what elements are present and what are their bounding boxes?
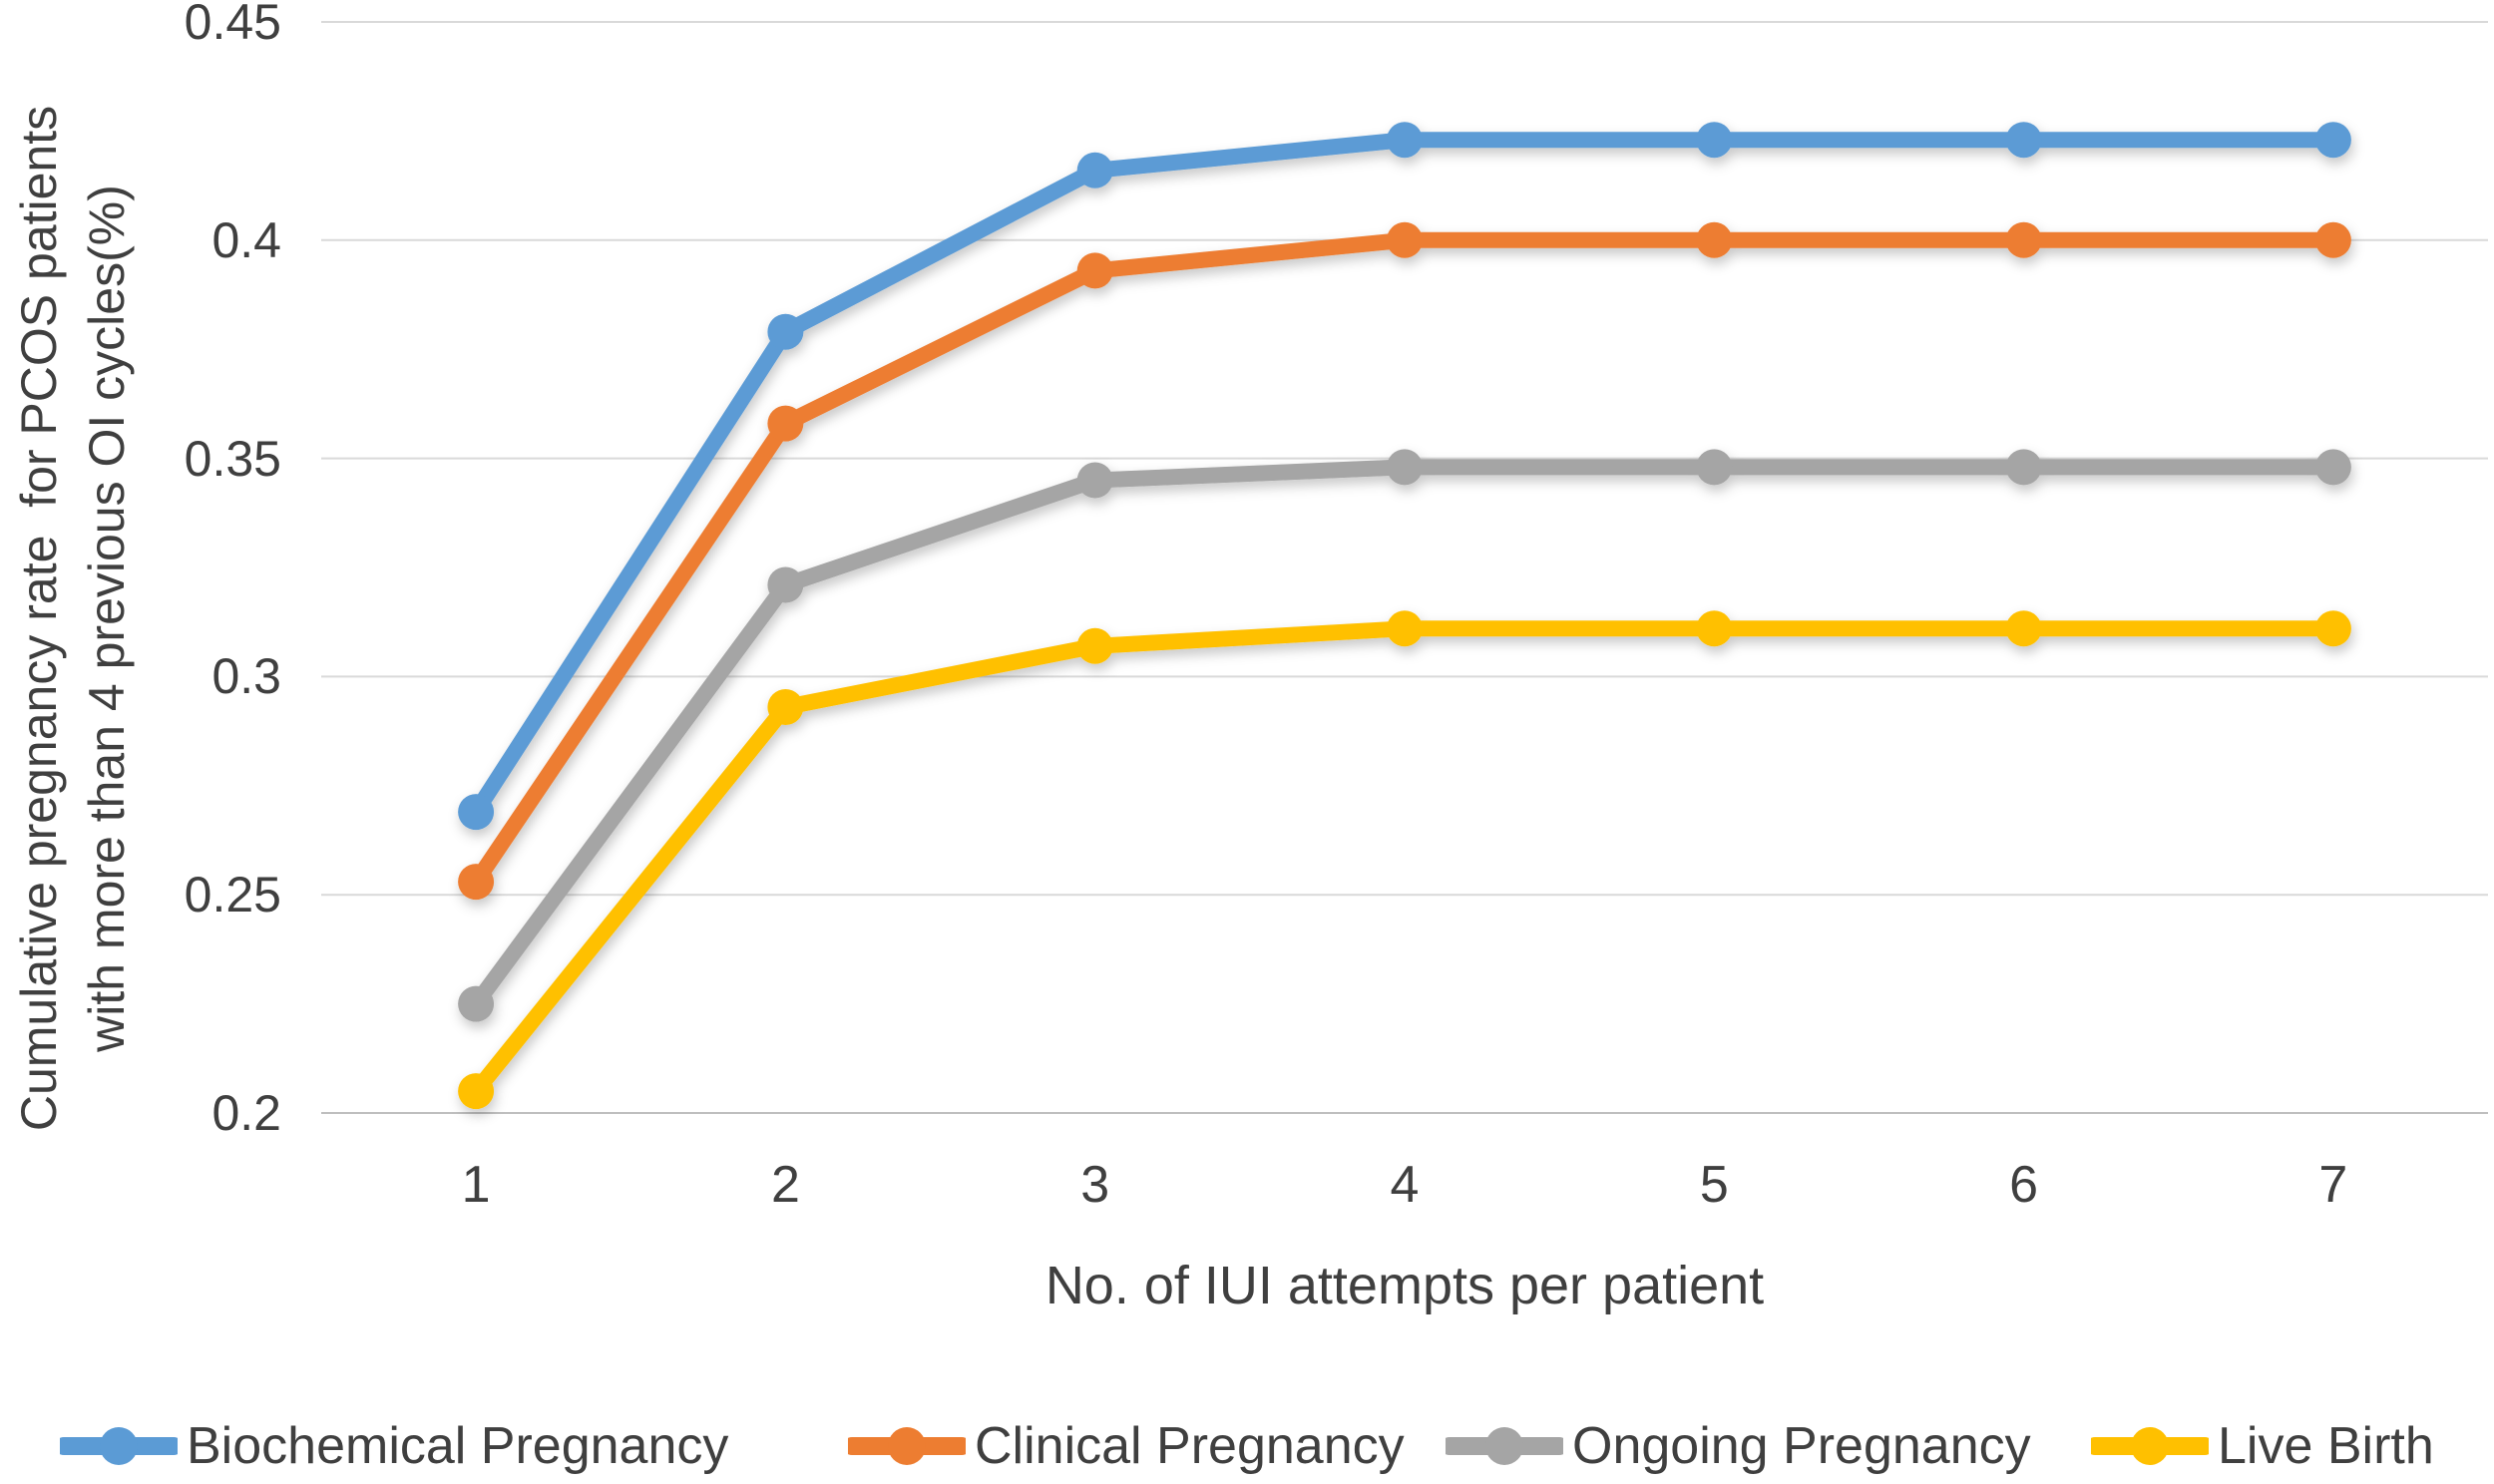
legend-line-marker-icon — [1446, 1427, 1563, 1465]
y-tick-label: 0.4 — [211, 211, 281, 268]
legend-item: Clinical Pregnancy — [848, 1416, 1405, 1476]
y-tick-label: 0.3 — [211, 648, 281, 705]
x-tick-label: 5 — [1699, 1156, 1729, 1214]
x-tick-label: 7 — [2318, 1156, 2348, 1214]
legend-item: Biochemical Pregnancy — [60, 1416, 728, 1476]
legend-label: Ongoing Pregnancy — [1572, 1417, 2031, 1475]
y-axis-title-line1: Cumulative pregnancy rate for PCOS patie… — [11, 105, 67, 1132]
y-tick-label: 0.2 — [211, 1085, 281, 1141]
x-tick-label: 3 — [1080, 1156, 1110, 1214]
y-tick-label: 0.45 — [184, 0, 281, 50]
x-tick-label: 2 — [770, 1156, 800, 1214]
x-tick-label: 1 — [461, 1156, 491, 1214]
legend-label: Clinical Pregnancy — [975, 1417, 1405, 1475]
y-tick-label: 0.35 — [184, 430, 281, 487]
legend-item: Ongoing Pregnancy — [1446, 1416, 2031, 1476]
legend-label: Live Birth — [2218, 1417, 2434, 1475]
y-tick-label: 0.25 — [184, 867, 281, 924]
legend-line-marker-icon — [848, 1427, 966, 1465]
legend-line-marker-icon — [2091, 1427, 2209, 1465]
legend-line-marker-icon — [60, 1427, 178, 1465]
legend-label: Biochemical Pregnancy — [187, 1417, 729, 1475]
x-tick-label: 6 — [2009, 1156, 2039, 1214]
x-tick-label: 4 — [1390, 1156, 1420, 1214]
x-axis-title: No. of IUI attempts per patient — [1044, 1256, 1765, 1315]
legend-item: Live Birth — [2091, 1416, 2434, 1476]
